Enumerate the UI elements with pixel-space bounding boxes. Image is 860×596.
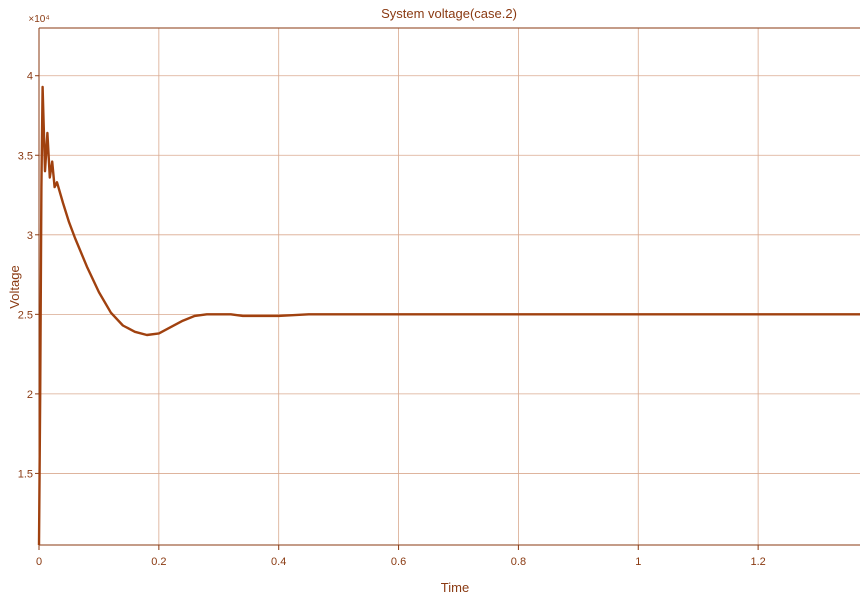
x-tick-label: 0.6 [391, 556, 406, 568]
y-tick-label: 3.5 [18, 150, 33, 162]
series-group [37, 85, 860, 546]
y-exponent-label: ×10⁴ [28, 14, 49, 25]
x-tick-label: 0 [36, 556, 42, 568]
y-axis-label: Voltage [7, 265, 22, 308]
x-tick-label: 0.8 [511, 556, 526, 568]
y-tick-label: 2 [27, 389, 33, 401]
y-tick-labels: 1.5 2 2.5 3 3.5 4 [18, 71, 39, 480]
x-tick-label: 0.2 [151, 556, 166, 568]
y-tick-label: 4 [27, 71, 33, 83]
y-tick-label: 1.5 [18, 468, 33, 480]
y-tick-label: 3 [27, 230, 33, 242]
plot-background [39, 28, 860, 545]
chart-title: System voltage(case.2) [381, 6, 517, 21]
x-tick-label: 1.2 [750, 556, 765, 568]
series-line [37, 85, 860, 546]
x-axis-label: Time [441, 580, 469, 595]
x-tick-label: 0.4 [271, 556, 286, 568]
x-tick-labels: 0 0.2 0.4 0.6 0.8 1 1.2 [36, 545, 766, 568]
y-tick-label: 2.5 [18, 309, 33, 321]
x-tick-label: 1 [635, 556, 641, 568]
